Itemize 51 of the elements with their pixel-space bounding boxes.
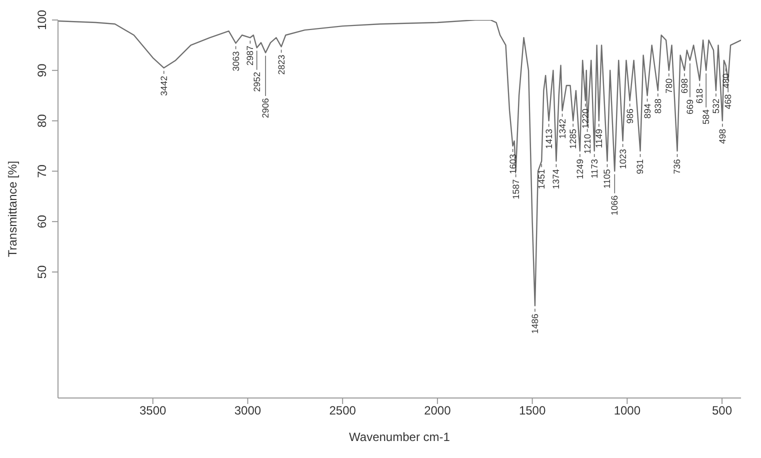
annotation: 1451 bbox=[536, 169, 547, 190]
annotation: 1173 bbox=[589, 159, 600, 178]
x-tick-label: 3500 bbox=[140, 404, 167, 418]
annotation: 780 bbox=[664, 78, 674, 94]
y-tick-label: 70 bbox=[35, 164, 49, 178]
y-tick-label: 90 bbox=[35, 63, 49, 78]
x-axis-title: Wavenumber cm-1 bbox=[349, 430, 450, 444]
annotation: 698 bbox=[679, 78, 690, 94]
annotation: 1285 bbox=[568, 128, 578, 149]
x-tick-label: 2500 bbox=[329, 404, 356, 418]
x-tick-label: 3000 bbox=[234, 404, 262, 418]
annotation: 1413 bbox=[544, 128, 554, 149]
annotation: 2952 bbox=[252, 72, 262, 92]
annotation: 931 bbox=[635, 159, 646, 174]
annotation: 1210 bbox=[582, 134, 592, 154]
x-tick-label: 500 bbox=[712, 404, 732, 418]
y-axis-title: Transmittance [%] bbox=[5, 160, 20, 258]
x-tick-label: 1500 bbox=[518, 404, 546, 418]
annotation: 1486 bbox=[530, 314, 540, 334]
annotation: 480 bbox=[720, 73, 731, 88]
annotation: 618 bbox=[694, 88, 705, 104]
annotation: 1105 bbox=[602, 169, 612, 188]
annotation: 1587 bbox=[510, 179, 521, 200]
annotation: 1342 bbox=[557, 118, 568, 139]
y-tick-label: 60 bbox=[35, 214, 49, 228]
annotation: 2906 bbox=[260, 98, 271, 118]
annotation: 3442 bbox=[158, 76, 169, 96]
annotation: 838 bbox=[652, 98, 663, 114]
annotation: 2823 bbox=[276, 54, 286, 75]
y-tick-label: 100 bbox=[35, 10, 49, 30]
annotation: 894 bbox=[642, 104, 652, 119]
annotation: 1149 bbox=[594, 128, 604, 148]
annotation: 669 bbox=[684, 99, 695, 114]
annotation: 584 bbox=[701, 109, 712, 124]
annotation: 1066 bbox=[610, 195, 620, 216]
x-tick-label: 1000 bbox=[614, 404, 641, 418]
annotation: 1220 bbox=[580, 108, 590, 129]
annotation: 1603 bbox=[508, 154, 518, 174]
y-tick-label: 80 bbox=[35, 114, 49, 128]
annotation: 736 bbox=[672, 159, 682, 174]
annotation: 986 bbox=[624, 108, 635, 124]
annotation: 1023 bbox=[618, 148, 628, 169]
annotation: 468 bbox=[723, 94, 734, 110]
x-tick-label: 2000 bbox=[424, 404, 452, 418]
annotation: 2987 bbox=[245, 46, 256, 66]
annotation: 1249 bbox=[574, 159, 585, 180]
annotation: 3063 bbox=[230, 51, 241, 72]
annotation: 532 bbox=[710, 98, 721, 114]
annotation: 1374 bbox=[551, 169, 562, 190]
annotation: 498 bbox=[717, 128, 728, 144]
y-tick-label: 50 bbox=[35, 265, 49, 279]
